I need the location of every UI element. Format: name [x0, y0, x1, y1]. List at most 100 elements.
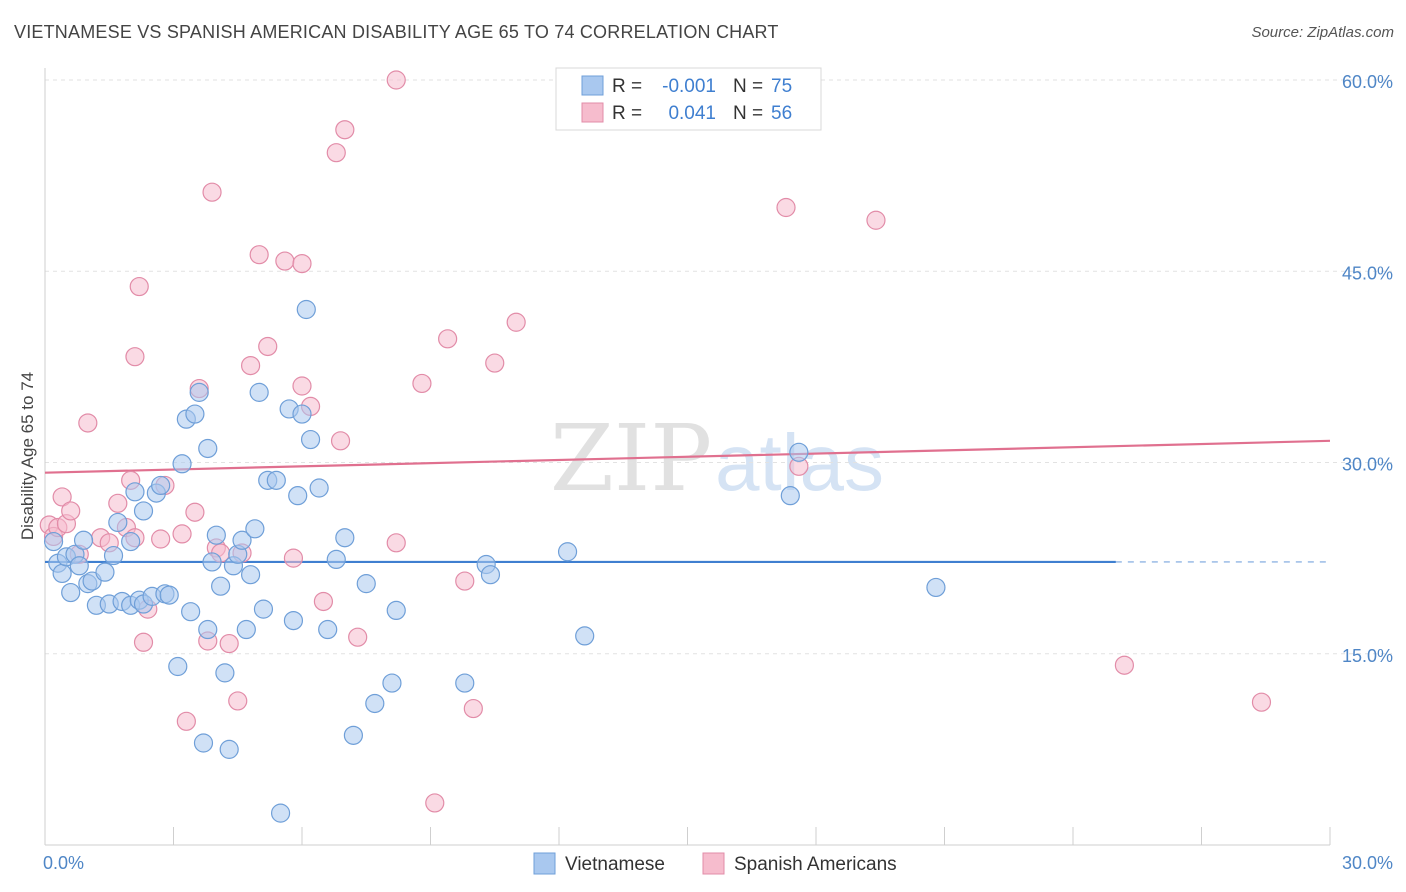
vietnamese-point [266, 470, 286, 490]
vietnamese-point [780, 486, 800, 506]
legend-label-vietnamese: Vietnamese [565, 854, 665, 875]
vietnamese-point [206, 525, 226, 545]
spanish-americans-point [330, 431, 351, 451]
vietnamese-point [108, 512, 128, 533]
vietnamese-point [455, 673, 475, 693]
vietnamese-point [236, 619, 256, 640]
vietnamese-point [365, 693, 385, 714]
legend: Vietnamese Spanish Americans [533, 852, 897, 875]
stats-box: R = -0.001 N = 75 R = 0.041 N = 56 [555, 67, 822, 131]
legend-swatch-vietnamese [533, 852, 556, 875]
axes [44, 68, 1331, 846]
spanish-americans-point [335, 120, 355, 140]
vietnamese-point [245, 519, 265, 539]
stats-r-value-1: -0.001 [662, 76, 716, 97]
y-tick-label: 60.0% [1342, 72, 1393, 92]
vietnamese-point [386, 600, 406, 621]
vietnamese-point [185, 404, 205, 424]
vietnamese-point [43, 531, 64, 552]
vietnamese-point [198, 438, 218, 459]
spanish-americans-point [425, 793, 445, 813]
spanish-americans-point [78, 413, 98, 433]
spanish-americans-point [485, 353, 505, 373]
spanish-americans-point [172, 524, 192, 544]
y-tick-label: 30.0% [1342, 455, 1393, 475]
vietnamese-point [335, 528, 355, 548]
vietnamese-point [219, 739, 239, 759]
vietnamese-point [121, 531, 141, 552]
vietnamese-point [181, 602, 201, 622]
stats-n-value-2: 56 [771, 103, 792, 124]
spanish-americans-point [412, 373, 432, 394]
vietnamese-point [125, 482, 145, 502]
stats-n-value-1: 75 [771, 76, 792, 97]
vietnamese-point [202, 552, 222, 572]
vietnamese-point [318, 619, 338, 640]
spanish-americans-point [202, 182, 222, 202]
spanish-americans-point [52, 487, 72, 507]
spanish-americans-point [176, 711, 196, 731]
vietnamese-point [215, 663, 235, 683]
spanish-americans-point [455, 571, 475, 591]
spanish-americans-point [1251, 692, 1272, 712]
y-tick-label: 45.0% [1342, 263, 1393, 283]
spanish-americans-point [438, 329, 458, 349]
y-axis-label: Disability Age 65 to 74 [18, 372, 37, 540]
spanish-americans-point [129, 276, 149, 297]
vietnamese-point [343, 725, 363, 745]
vietnamese-point [288, 486, 308, 506]
spanish-americans-point [241, 356, 261, 376]
vietnamese-point [52, 563, 72, 584]
spanish-americans-point [249, 245, 269, 265]
legend-swatch-spanish [702, 852, 725, 875]
source-label: Source: ZipAtlas.com [1251, 24, 1394, 41]
vietnamese-point [253, 599, 274, 619]
x-tick-label: 30.0% [1342, 853, 1393, 873]
vietnamese-point [172, 454, 192, 474]
vietnamese-point [73, 530, 94, 550]
stats-r-label-2: R = [612, 103, 642, 124]
vietnamese-point [103, 545, 124, 566]
spanish-americans-point [125, 347, 145, 367]
vietnamese-point [300, 429, 321, 450]
spanish-americans-point [326, 143, 346, 163]
vietnamese-point [95, 562, 115, 582]
vietnamese-point [249, 382, 269, 402]
vietnamese-point [211, 576, 231, 596]
stats-swatch-vietnamese [581, 75, 604, 96]
stats-n-label-1: N = [733, 76, 763, 97]
vietnamese-point [241, 565, 261, 585]
spanish-americans-point [313, 591, 334, 612]
spanish-americans-point [463, 698, 483, 719]
vietnamese-point [193, 733, 214, 753]
spanish-americans-point [1114, 655, 1135, 675]
spanish-americans-point [219, 633, 239, 654]
spanish-americans-point [292, 254, 312, 274]
vietnamese-point [168, 656, 188, 677]
legend-label-spanish: Spanish Americans [734, 854, 897, 875]
vietnamese-point [356, 574, 376, 594]
spanish-americans-point [151, 529, 171, 549]
vietnamese-point [575, 626, 595, 646]
vietnamese-point [159, 585, 179, 605]
spanish-americans-point [185, 502, 205, 522]
chart-title: VIETNAMESE VS SPANISH AMERICAN DISABILIT… [14, 22, 779, 42]
vietnamese-point [270, 803, 291, 823]
spanish-americans-point [386, 533, 406, 553]
vietnamese-point [198, 619, 218, 640]
spanish-americans-point [776, 197, 796, 218]
vietnamese-point [557, 542, 578, 562]
spanish-americans-point [866, 210, 886, 230]
tick-labels: 15.0% 30.0% 45.0% 60.0% 0.0% 30.0% [43, 72, 1393, 873]
y-tick-label: 15.0% [1342, 646, 1393, 666]
x-tick-label: 0.0% [43, 853, 84, 873]
vietnamese-point [232, 530, 252, 550]
vietnamese-point [292, 404, 312, 424]
spanish-americans-point [275, 251, 295, 271]
spanish-americans-point [348, 627, 368, 647]
vietnamese-point [382, 673, 402, 693]
vietnamese-point [61, 582, 81, 603]
vietnamese-point [133, 501, 154, 521]
vietnamese-point [480, 565, 501, 585]
